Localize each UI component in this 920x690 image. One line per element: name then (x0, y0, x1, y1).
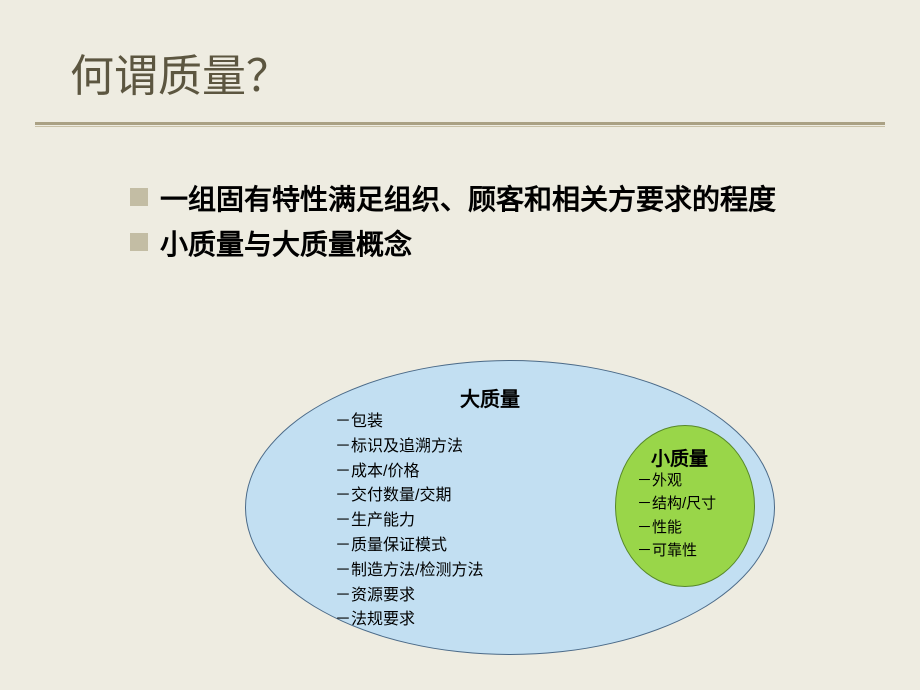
bullet-item: 小质量与大质量概念 (130, 225, 776, 264)
bullet-square-icon (130, 233, 148, 251)
big-quality-label: 大质量 (460, 383, 520, 412)
small-list-item: －可靠性 (637, 539, 716, 562)
big-quality-list: －包装－标识及追溯方法－成本/价格－交付数量/交期－生产能力－质量保证模式－制造… (335, 410, 483, 633)
title-underline-shadow (35, 126, 885, 127)
big-list-item: －资源要求 (335, 584, 483, 609)
big-list-item: －包装 (335, 410, 483, 435)
big-list-item: －质量保证模式 (335, 534, 483, 559)
small-list-item: －结构/尺寸 (637, 492, 716, 515)
bullet-text: 一组固有特性满足组织、顾客和相关方要求的程度 (160, 180, 776, 219)
small-list-item: －性能 (637, 516, 716, 539)
title-underline (35, 122, 885, 125)
quality-diagram: 大质量 －包装－标识及追溯方法－成本/价格－交付数量/交期－生产能力－质量保证模… (245, 360, 775, 660)
big-list-item: －成本/价格 (335, 460, 483, 485)
small-quality-list: －外观－结构/尺寸－性能－可靠性 (637, 469, 716, 562)
bullet-square-icon (130, 188, 148, 206)
big-list-item: －生产能力 (335, 509, 483, 534)
bullet-list: 一组固有特性满足组织、顾客和相关方要求的程度 小质量与大质量概念 (130, 180, 776, 264)
small-quality-label: 小质量 (651, 444, 708, 471)
page-title: 何谓质量？ (70, 40, 290, 104)
bullet-item: 一组固有特性满足组织、顾客和相关方要求的程度 (130, 180, 776, 219)
big-list-item: －法规要求 (335, 608, 483, 633)
big-list-item: －标识及追溯方法 (335, 435, 483, 460)
big-list-item: －制造方法/检测方法 (335, 559, 483, 584)
small-list-item: －外观 (637, 469, 716, 492)
big-list-item: －交付数量/交期 (335, 484, 483, 509)
bullet-text: 小质量与大质量概念 (160, 225, 412, 264)
